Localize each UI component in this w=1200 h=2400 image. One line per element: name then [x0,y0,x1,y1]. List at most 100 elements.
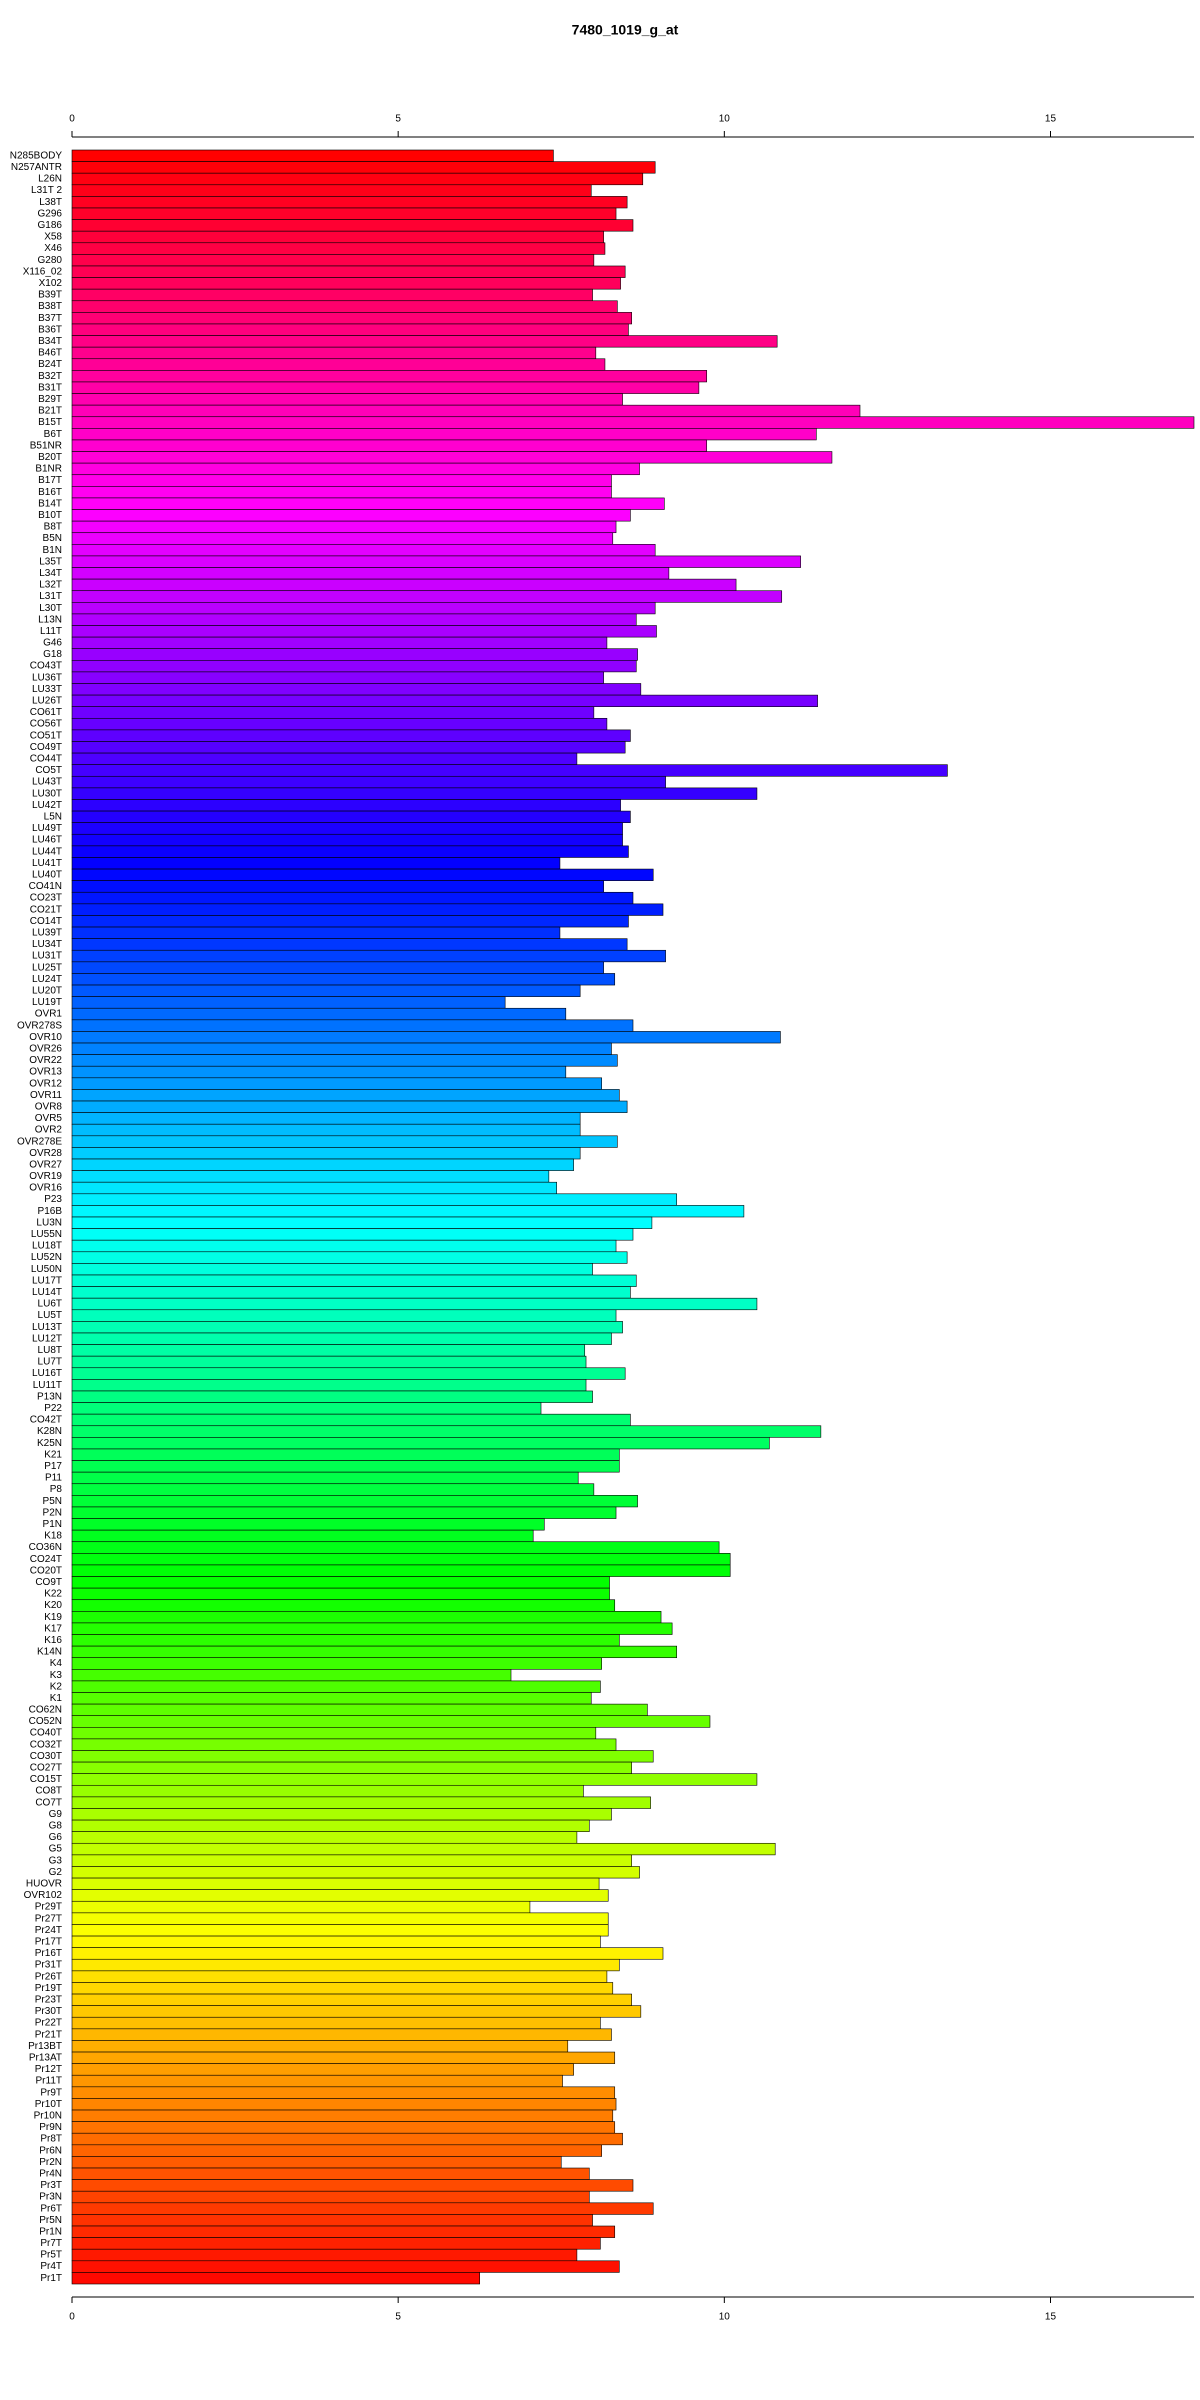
bar [71,2005,642,2018]
y-tick-label: B34T [38,336,62,347]
bar [71,810,631,823]
y-tick-label: L5N [44,812,62,823]
bar [71,799,621,812]
bar [71,393,623,406]
x-tick-label: 15 [1045,2312,1057,2323]
bar [71,1135,618,1148]
y-tick-label: HUOVR [26,1879,62,1890]
y-tick-label: P1N [43,1519,62,1530]
y-tick-label: Pr13AT [29,2052,62,2063]
y-tick-label: Pr16T [35,1948,62,1959]
bar [71,787,758,800]
bar [71,1355,587,1369]
y-tick-label: LU44T [32,846,62,857]
bar [71,520,617,534]
bar [71,497,665,510]
bar [71,1228,634,1241]
y-tick-label: Pr13BT [28,2041,62,2052]
y-tick-label: N285BODY [10,150,63,161]
y-tick-label: P5N [43,1496,62,1507]
bar [71,196,628,209]
y-tick-label: K14N [37,1647,62,1658]
bar [71,903,664,916]
bar [71,1413,631,1427]
y-tick-label: B1NR [35,464,62,475]
y-tick-label: Pr7T [40,2238,62,2249]
bar [71,926,561,939]
bar [71,1761,632,1774]
bar [71,1054,618,1067]
y-tick-label: Pr1T [40,2273,62,2284]
y-tick-label: LU25T [32,962,62,973]
y-tick-label: Pr10N [34,2110,62,2121]
y-tick-label: LU24T [32,974,62,985]
bar [71,1437,770,1450]
bar [71,1506,617,1519]
y-tick-label: Pr4N [39,2168,62,2179]
y-tick-label: CO9T [35,1577,62,1588]
bar [71,1019,634,1032]
y-tick-label: CO5T [35,765,62,776]
y-tick-label: G8 [49,1821,63,1832]
bar [71,2016,601,2030]
y-tick-label: OVR278E [17,1136,62,1147]
bar [71,1611,662,1624]
y-tick-label: B1N [43,545,62,556]
bar [71,1576,610,1589]
bar [71,671,604,684]
bar [71,1065,567,1079]
y-tick-label: CO15T [30,1774,62,1785]
bar [71,567,670,580]
bar [71,1599,616,1612]
bar [71,1321,623,1334]
y-tick-label: K28N [37,1426,62,1437]
bar [71,1692,592,1705]
bar [71,265,626,278]
y-tick-label: P11 [45,1473,62,1484]
bar [71,1947,664,1960]
y-tick-label: P22 [44,1403,62,1414]
y-tick-label: G18 [43,649,62,660]
x-tick-label: 10 [719,2312,731,2323]
y-tick-label: G6 [49,1832,63,1843]
bar [71,2121,616,2134]
y-tick-label: P23 [44,1194,62,1205]
bar [71,1309,617,1322]
bar [71,474,612,487]
bar [71,1808,612,1821]
y-tick-label: P13N [37,1391,62,1402]
bar [71,1471,579,1485]
y-tick-label: Pr6N [39,2145,62,2156]
y-tick-label: LU41T [32,858,62,869]
y-tick-label: OVR27 [29,1159,62,1170]
bar [71,1193,678,1206]
bar [71,1912,609,1925]
bar [71,1587,610,1601]
y-tick-label: LU5T [38,1310,62,1321]
bar [71,648,638,661]
y-tick-label: OVR26 [29,1043,62,1054]
y-tick-label: CO49T [30,742,62,753]
bar [71,857,561,870]
bar [71,752,578,765]
bar [71,996,506,1009]
y-tick-label: B8T [44,522,62,533]
y-tick-label: Pr27T [35,1913,62,1924]
y-tick-label: G46 [43,638,62,649]
bar [71,2248,578,2262]
bar [71,242,606,255]
y-tick-label: Pr9T [40,2087,62,2098]
y-tick-label: L31T [39,591,62,602]
bar [71,161,656,174]
bar [71,2063,574,2076]
bar [71,1077,602,1090]
y-tick-label: B46T [38,348,62,359]
y-tick-label: LU17T [32,1275,62,1286]
bar [71,358,606,371]
bar [71,2028,612,2041]
bar [71,2202,654,2215]
bar [71,2156,562,2169]
bar [71,891,634,905]
bar [71,1622,673,1635]
y-tick-label: OVR2 [35,1125,63,1136]
